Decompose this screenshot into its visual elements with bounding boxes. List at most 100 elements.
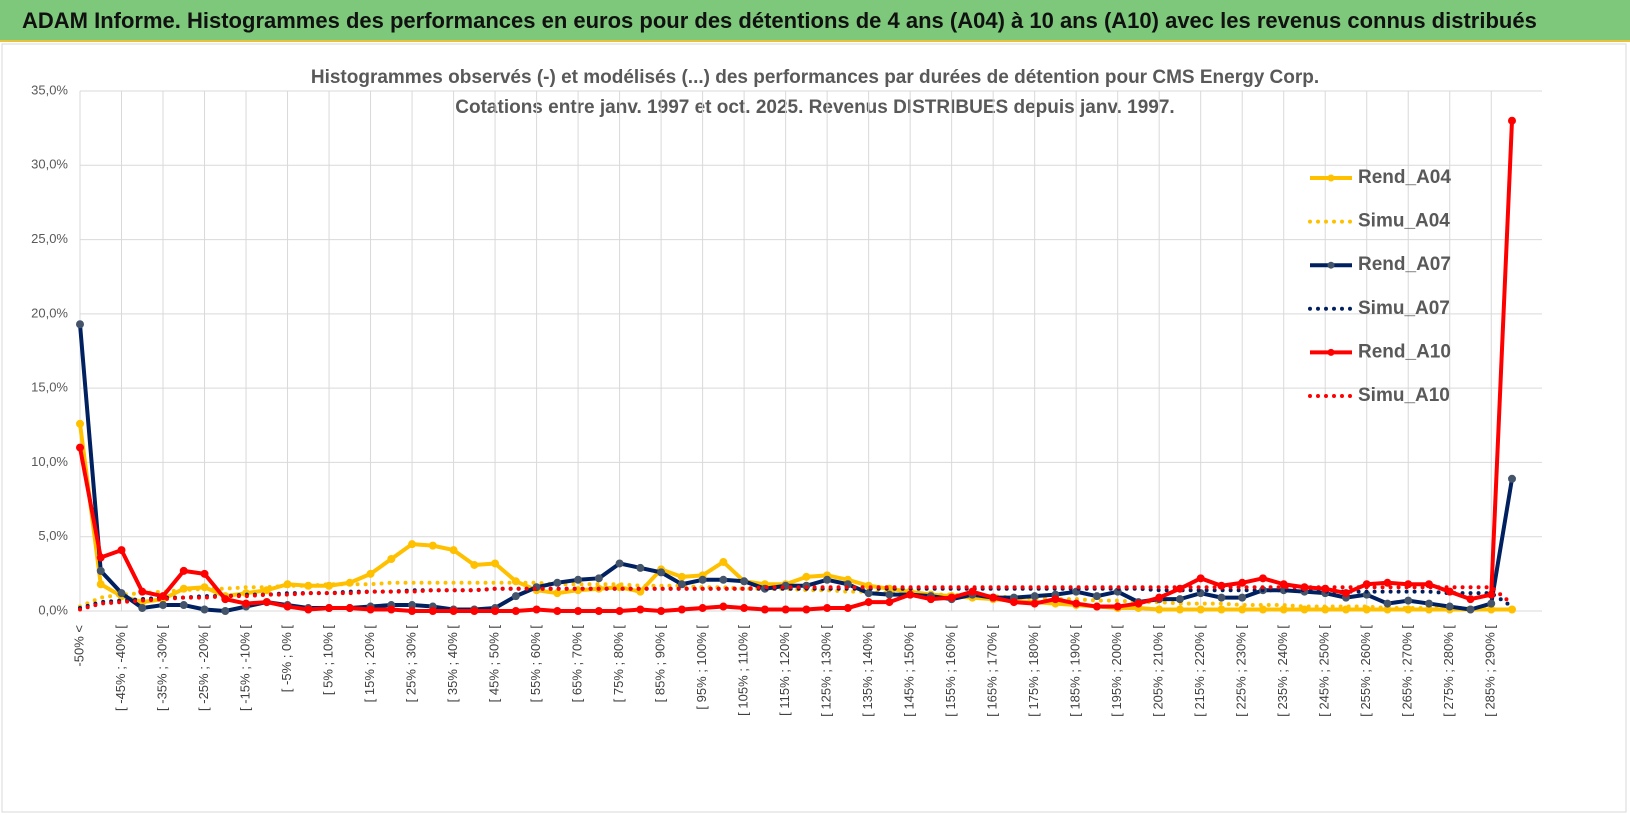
series-marker — [304, 605, 313, 614]
series-marker — [1508, 474, 1516, 483]
series-marker — [636, 605, 645, 614]
legend-marker — [1327, 261, 1335, 269]
series-marker — [1238, 593, 1247, 602]
series-marker — [864, 589, 873, 598]
y-tick-label: 5,0% — [38, 528, 68, 543]
series-marker — [345, 604, 354, 613]
legend-marker — [1327, 174, 1335, 182]
x-tick-label: [ 35% ; 40% [ — [445, 625, 460, 703]
chart: Histogrammes observés (-) et modélisés (… — [1, 43, 1627, 813]
series-marker — [1113, 602, 1122, 611]
series-marker — [1030, 599, 1039, 608]
series-marker — [677, 580, 686, 589]
x-tick-label: [ 105% ; 110% [ — [736, 625, 751, 716]
series-marker — [657, 568, 666, 577]
series-marker — [657, 607, 666, 615]
series-marker — [200, 569, 209, 578]
banner: ADAM Informe. Histogrammes des performan… — [0, 0, 1630, 42]
x-tick-label: [ 195% ; 200% [ — [1109, 625, 1124, 717]
series-marker — [594, 607, 603, 615]
series-marker — [179, 601, 188, 610]
series-marker — [885, 590, 894, 599]
series-marker — [740, 604, 749, 613]
series-marker — [491, 607, 500, 615]
x-tick-label: [ -25% ; -20% [ — [196, 625, 211, 711]
series-marker — [179, 566, 188, 575]
series-marker — [1009, 598, 1018, 607]
series-marker — [719, 602, 728, 611]
series-marker — [843, 604, 852, 613]
legend-label: Simu_A07 — [1358, 298, 1450, 319]
series-marker — [159, 592, 168, 601]
series-marker — [408, 607, 417, 615]
series-marker — [1424, 599, 1433, 608]
x-tick-label: [ -15% ; -10% [ — [237, 625, 252, 711]
series-marker — [1217, 593, 1226, 602]
series-marker — [470, 560, 479, 569]
series-marker — [1445, 602, 1454, 611]
x-tick-label: [ 155% ; 160% [ — [943, 625, 958, 717]
series-marker — [926, 595, 935, 604]
series-marker — [968, 587, 977, 596]
series-marker — [823, 604, 832, 613]
series-marker — [1341, 589, 1350, 598]
series-marker — [1155, 605, 1164, 614]
series-marker — [96, 580, 105, 589]
series-marker — [1404, 596, 1413, 605]
series-marker — [1238, 605, 1247, 614]
x-tick-label: [ 95% ; 100% [ — [694, 625, 709, 710]
x-tick-label: [ -5% ; 0% [ — [279, 625, 294, 693]
series-marker — [594, 574, 603, 583]
series-marker — [1196, 605, 1205, 614]
series-marker — [698, 575, 707, 584]
series-marker — [96, 566, 105, 575]
series-marker — [449, 607, 458, 615]
x-tick-label: [ 245% ; 250% [ — [1317, 625, 1332, 717]
chart-frame — [1, 43, 1627, 813]
series-marker — [1196, 574, 1205, 583]
x-tick-label: [ 115% ; 120% [ — [777, 625, 792, 716]
series-marker — [719, 557, 728, 566]
chart-title: Histogrammes observés (-) et modélisés (… — [311, 67, 1319, 88]
series-marker — [366, 569, 375, 578]
x-tick-label: [ 285% ; 290% [ — [1483, 625, 1498, 717]
y-tick-label: 0,0% — [38, 602, 68, 617]
legend-label: Rend_A04 — [1358, 167, 1451, 188]
x-tick-label: [ 265% ; 270% [ — [1400, 625, 1415, 717]
y-tick-label: 35,0% — [31, 82, 68, 97]
x-tick-label: [ 235% ; 240% [ — [1275, 625, 1290, 717]
x-tick-label: [ 135% ; 140% [ — [860, 625, 875, 717]
series-line — [78, 580, 1514, 612]
series-marker — [1487, 590, 1496, 599]
series-marker — [159, 601, 168, 610]
series-marker — [719, 575, 728, 584]
series-marker — [138, 604, 147, 613]
series-marker — [221, 607, 230, 615]
series-marker — [989, 593, 998, 602]
series-marker — [553, 589, 562, 598]
series-marker — [242, 599, 251, 608]
banner-title: ADAM Informe. Histogrammes des performan… — [22, 8, 1537, 33]
x-tick-label: [ 125% ; 130% [ — [819, 625, 834, 717]
x-tick-label: [ 225% ; 230% [ — [1234, 625, 1249, 717]
series-marker — [574, 607, 583, 615]
y-tick-label: 10,0% — [31, 454, 68, 469]
series-marker — [1258, 574, 1267, 583]
series-marker — [387, 605, 396, 614]
series-marker — [76, 419, 84, 428]
x-tick-label: [ -35% ; -30% [ — [154, 625, 169, 711]
series-marker — [823, 575, 832, 584]
series-marker — [511, 592, 520, 601]
series-marker — [1258, 605, 1267, 614]
x-tick-label: [ 25% ; 30% [ — [403, 625, 418, 703]
series-marker — [553, 578, 562, 587]
series-marker — [1072, 599, 1081, 608]
x-tick-label: [ 65% ; 70% [ — [570, 625, 585, 703]
x-tick-label: [ -45% ; -40% [ — [113, 625, 128, 711]
series-marker — [677, 572, 686, 581]
x-tick-label: [ 45% ; 50% [ — [487, 625, 502, 703]
series-marker — [1466, 605, 1475, 614]
series-marker — [1175, 605, 1184, 614]
series-marker — [1445, 587, 1454, 596]
series-marker — [1217, 605, 1226, 614]
